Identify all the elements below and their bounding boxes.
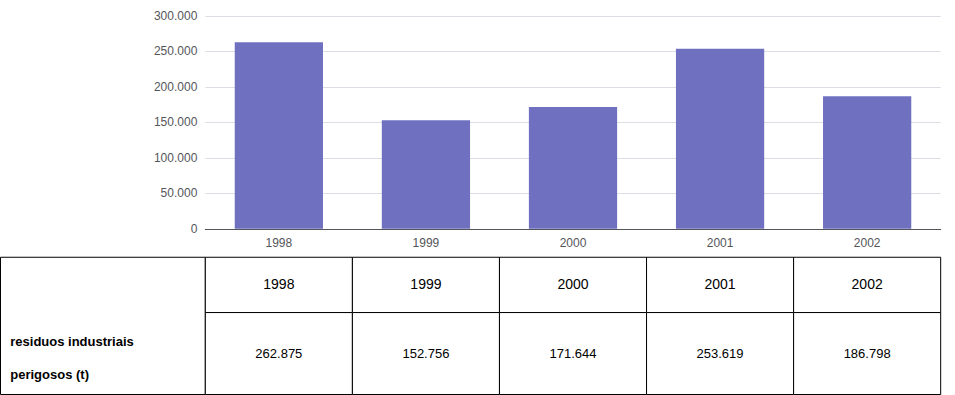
svg-text:1999: 1999 bbox=[410, 276, 441, 292]
svg-text:2002: 2002 bbox=[854, 236, 881, 250]
svg-text:1999: 1999 bbox=[413, 236, 440, 250]
svg-text:perigosos (t): perigosos (t) bbox=[10, 367, 89, 382]
svg-text:1998: 1998 bbox=[263, 276, 294, 292]
svg-text:262.875: 262.875 bbox=[255, 346, 302, 361]
svg-text:253.619: 253.619 bbox=[697, 346, 744, 361]
svg-text:2000: 2000 bbox=[560, 236, 587, 250]
svg-text:2001: 2001 bbox=[704, 276, 735, 292]
svg-text:250.000: 250.000 bbox=[154, 44, 198, 58]
svg-text:2000: 2000 bbox=[557, 276, 588, 292]
svg-text:50.000: 50.000 bbox=[161, 186, 198, 200]
svg-text:1998: 1998 bbox=[266, 236, 293, 250]
svg-text:200.000: 200.000 bbox=[154, 80, 198, 94]
svg-text:186.798: 186.798 bbox=[844, 346, 891, 361]
svg-text:2002: 2002 bbox=[852, 276, 883, 292]
svg-text:100.000: 100.000 bbox=[154, 151, 198, 165]
svg-text:150.000: 150.000 bbox=[154, 115, 198, 129]
svg-text:171.644: 171.644 bbox=[550, 346, 597, 361]
svg-text:residuos industriais: residuos industriais bbox=[10, 334, 134, 349]
svg-text:152.756: 152.756 bbox=[402, 346, 449, 361]
svg-text:2001: 2001 bbox=[707, 236, 734, 250]
svg-text:300.000: 300.000 bbox=[154, 9, 198, 23]
svg-text:0: 0 bbox=[191, 222, 198, 236]
